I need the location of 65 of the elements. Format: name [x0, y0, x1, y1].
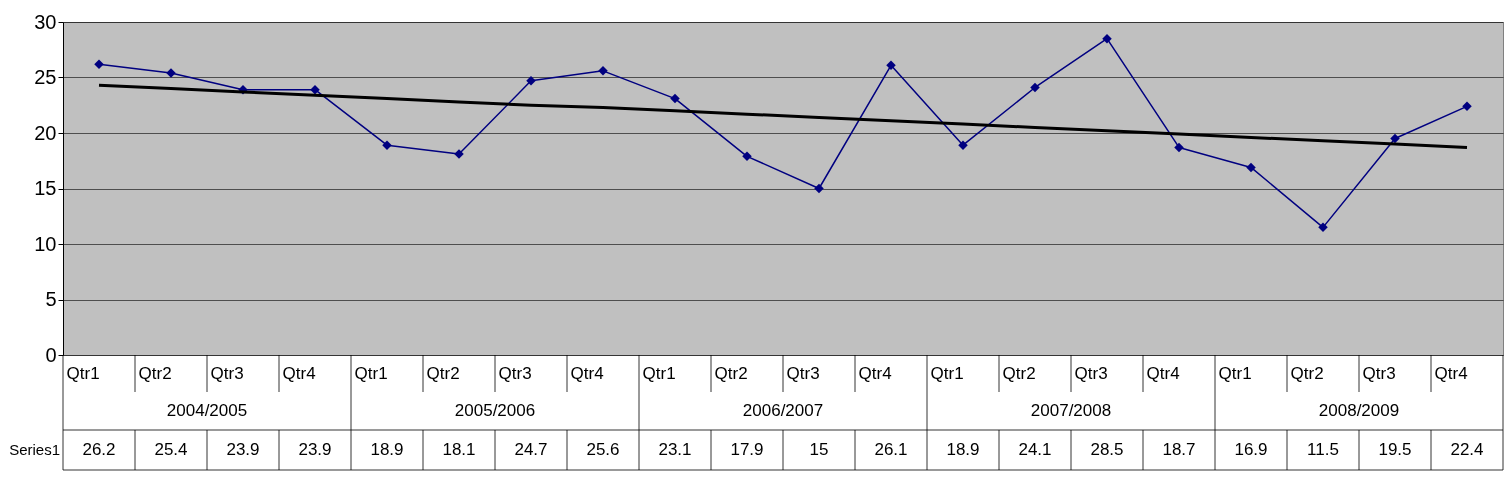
text: Series1 [9, 441, 60, 458]
data-label: 25.6 [586, 440, 620, 459]
text: 2004/2005 [166, 401, 248, 420]
data-label: 23.1 [658, 440, 692, 459]
data-label: 26.1 [874, 440, 908, 459]
data-label: 22.4 [1450, 440, 1484, 459]
y-tick-label: 25 [34, 66, 57, 88]
point [1102, 33, 1112, 44]
text: 2005/2006 [454, 401, 536, 420]
x-tick-label: Qtr3 [498, 363, 532, 383]
point [1462, 101, 1472, 112]
x-tick-label: Qtr1 [930, 363, 964, 383]
point [310, 84, 320, 95]
data-label: 19.5 [1378, 440, 1412, 459]
data-label: 18.7 [1162, 440, 1196, 459]
x-tick-label: Qtr2 [714, 363, 748, 383]
x-tick-label: Qtr1 [354, 363, 388, 383]
y-tick-label: 5 [45, 288, 57, 310]
data-label: 18.9 [370, 440, 404, 459]
x-tick-label: Qtr3 [1362, 363, 1396, 383]
point [886, 60, 896, 71]
x-tick-label: Qtr4 [1146, 363, 1180, 383]
x-tick-label: Qtr3 [210, 363, 244, 383]
y-tick-label: 0 [45, 343, 57, 366]
x-tick-label: Qtr4 [282, 363, 316, 383]
data-label: 17.9 [730, 440, 764, 459]
point [814, 183, 824, 194]
data-label: 15 [809, 440, 829, 459]
data-label: 26.2 [82, 440, 116, 459]
data-label: 25.4 [154, 440, 188, 459]
data-label: 18.9 [946, 440, 980, 459]
data-label: 16.9 [1234, 440, 1268, 459]
x-tick-label: Qtr4 [570, 363, 604, 383]
text: 2007/2008 [1030, 401, 1112, 420]
x-tick-label: Qtr4 [858, 363, 892, 383]
x-tick-label: Qtr2 [1002, 363, 1036, 383]
point [670, 93, 680, 104]
text: 2006/2007 [742, 401, 824, 420]
point [1390, 133, 1400, 144]
x-tick-label: Qtr2 [1290, 363, 1324, 383]
x-tick-label: Qtr3 [1074, 363, 1108, 383]
data-label: 24.1 [1018, 440, 1052, 459]
data-label: 24.7 [514, 440, 548, 459]
point [1318, 222, 1328, 233]
y-tick-label: 20 [34, 121, 57, 144]
data-label: 11.5 [1307, 440, 1339, 459]
x-tick-label: Qtr4 [1434, 363, 1468, 383]
data-label: 23.9 [226, 440, 260, 459]
y-tick-label: 15 [34, 177, 57, 199]
x-tick-label: Qtr1 [66, 363, 100, 383]
data-label: 18.1 [442, 440, 476, 459]
x-tick-label: Qtr2 [426, 363, 460, 383]
data-label: 28.5 [1090, 440, 1124, 459]
x-tick-label: Qtr1 [642, 363, 676, 383]
point [1174, 142, 1184, 153]
x-tick-label: Qtr2 [138, 363, 172, 383]
y-tick-label: 30 [34, 10, 57, 33]
point [742, 151, 752, 162]
text: 2008/2009 [1318, 401, 1400, 420]
x-tick-label: Qtr3 [786, 363, 820, 383]
data-label: 23.9 [298, 440, 332, 459]
x-tick-label: Qtr1 [1218, 363, 1252, 383]
point [1030, 82, 1040, 93]
point [1246, 162, 1256, 173]
y-tick-label: 10 [34, 232, 57, 255]
